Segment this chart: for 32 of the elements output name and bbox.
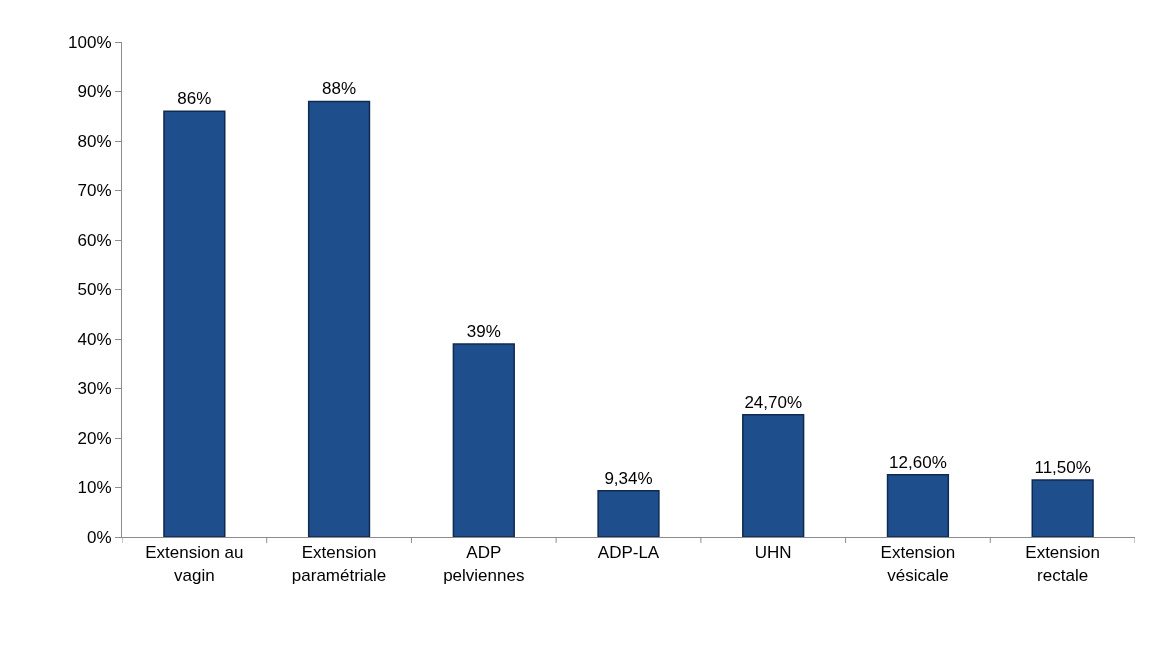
y-tick-label: 40% [77,329,112,349]
bar [597,490,660,537]
bar [1031,479,1094,537]
y-tick-label: 10% [77,478,112,498]
y-tick-label: 100% [68,32,112,52]
x-tick-label: Extension vésicale [880,543,956,585]
bar [742,413,805,537]
y-tick-label: 60% [77,230,112,250]
bar [452,343,515,537]
x-tick-label: Extension paramétriale [291,543,387,585]
y-tick-label: 0% [87,527,112,547]
data-label: 88% [322,79,357,99]
y-tick-label: 30% [77,379,112,399]
data-label: 12,60% [889,452,947,472]
bar [886,473,950,537]
y-tick-label: 50% [77,280,112,300]
y-tick-label: 90% [77,82,112,102]
data-label: 11,50% [1034,458,1091,478]
data-label: 86% [177,89,212,109]
x-tick-label: Extension rectale [1025,543,1100,585]
data-label: 9,34% [604,468,653,488]
x-tick-label: UHN [754,543,792,563]
data-label: 39% [466,321,501,341]
bar [163,110,226,537]
y-tick-label: 20% [77,428,112,448]
data-label: 24,70% [744,392,803,412]
y-tick-label: 70% [77,181,112,201]
x-tick-label: Extension au vagin [145,543,244,585]
bar [307,100,371,537]
x-tick-label: ADP-LA [597,543,660,563]
x-tick-label: ADP pelviennes [443,543,525,585]
y-tick-label: 80% [77,131,112,151]
